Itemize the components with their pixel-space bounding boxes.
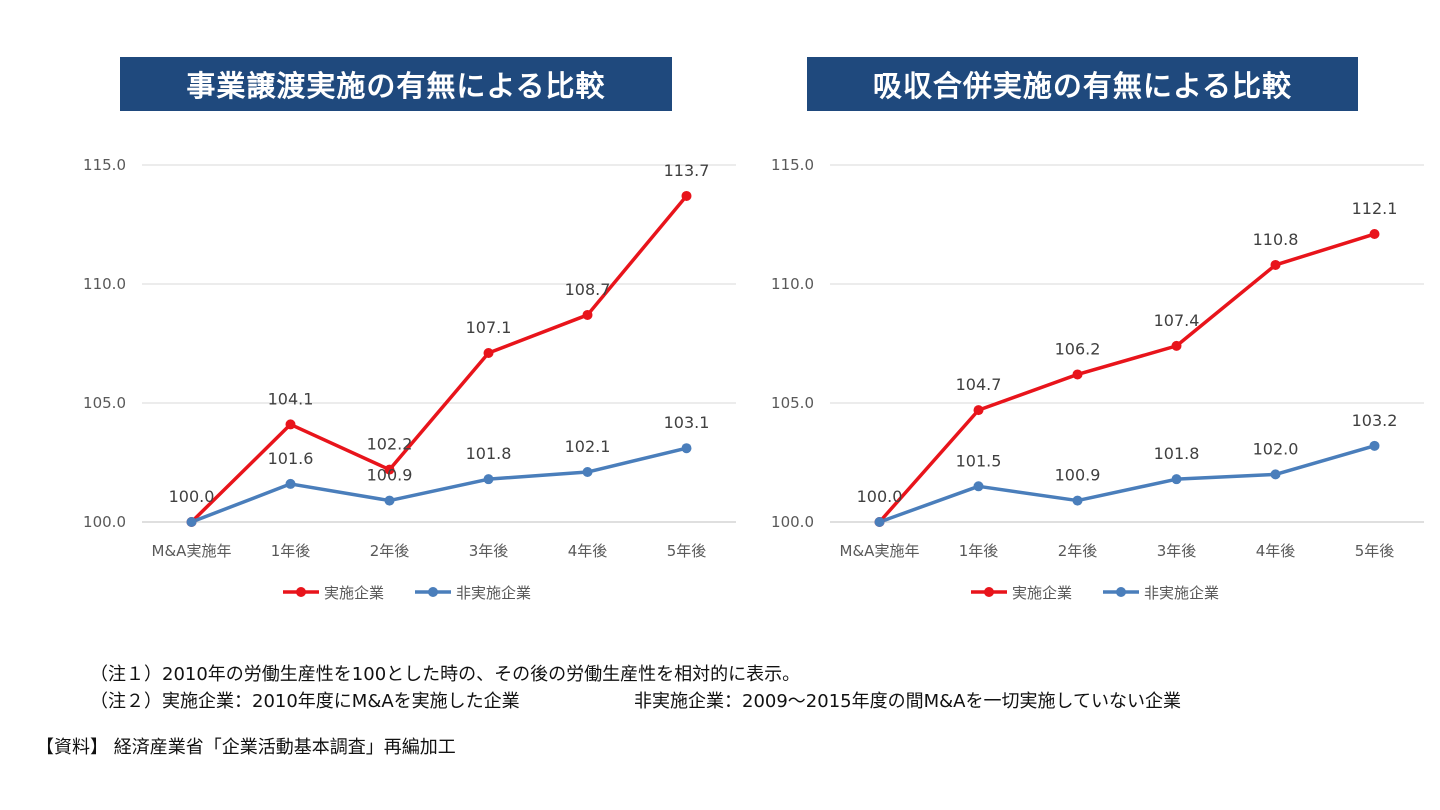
- data-label: 107.1: [466, 318, 512, 337]
- data-point: [1072, 495, 1083, 506]
- data-point: [874, 517, 885, 527]
- chart-title-right: 吸収合併実施の有無による比較: [807, 57, 1358, 111]
- x-tick-label: 1年後: [959, 542, 999, 560]
- data-label: 102.1: [565, 437, 611, 456]
- data-point: [973, 405, 984, 416]
- legend-marker: [984, 587, 994, 597]
- x-tick-label: M&A実施年: [840, 542, 920, 560]
- data-label: 101.5: [956, 451, 1002, 470]
- data-point: [1270, 259, 1281, 270]
- series-line-implemented: [190, 194, 688, 524]
- series-line-implemented: [878, 232, 1376, 524]
- data-label: 110.8: [1253, 230, 1299, 249]
- data-point: [681, 443, 692, 454]
- data-label: 112.1: [1352, 199, 1398, 218]
- legend-marker: [428, 587, 438, 597]
- data-label: 103.2: [1352, 411, 1398, 430]
- legend-marker: [296, 587, 306, 597]
- data-point: [384, 495, 395, 506]
- data-label: 113.7: [664, 161, 710, 180]
- data-point: [1369, 229, 1380, 240]
- data-point: [1270, 469, 1281, 480]
- data-label: 102.0: [1253, 439, 1299, 458]
- data-label: 104.1: [268, 389, 314, 408]
- data-label: 101.8: [466, 444, 512, 463]
- data-point: [582, 309, 593, 320]
- x-tick-label: 1年後: [271, 542, 311, 560]
- legend-label: 実施企業: [324, 584, 384, 602]
- note-2-not-implemented: 非実施企業：2009～2015年度の間M&Aを一切実施していない企業: [634, 691, 1181, 712]
- source-note: 【資料】 経済産業省「企業活動基本調査」再編加工: [36, 737, 456, 758]
- data-point: [582, 467, 593, 478]
- x-tick-label: 4年後: [1256, 542, 1296, 560]
- x-tick-label: 2年後: [1058, 542, 1098, 560]
- legend-label: 非実施企業: [1144, 584, 1219, 602]
- chart-right: 100.0 105.0 110.0 115.0 M&A実施年 1年後 2年後 3年後 4年後 5年…: [771, 156, 1424, 602]
- chart-left: 100.0 105.0 110.0 115.0 M&A実施年 1年後 2年後 3年後 4年後 5年…: [83, 156, 736, 602]
- data-point: [1171, 474, 1182, 485]
- data-label: 100.0: [857, 487, 903, 506]
- legend-label: 非実施企業: [456, 584, 531, 602]
- y-tick-label: 115.0: [771, 156, 814, 174]
- data-point: [186, 517, 197, 527]
- x-tick-label: 5年後: [667, 542, 707, 560]
- data-label: 107.4: [1154, 311, 1200, 330]
- legend-label: 実施企業: [1012, 584, 1072, 602]
- y-tick-label: 110.0: [83, 275, 126, 293]
- data-label: 100.9: [1055, 466, 1101, 485]
- data-label: 101.6: [268, 449, 314, 468]
- data-label: 100.0: [169, 487, 215, 506]
- data-label: 108.7: [565, 280, 611, 299]
- data-point: [384, 464, 395, 475]
- y-tick-label: 110.0: [771, 275, 814, 293]
- data-point: [681, 190, 692, 201]
- data-label: 102.2: [367, 435, 413, 454]
- data-point: [973, 481, 984, 492]
- x-tick-label: 2年後: [370, 542, 410, 560]
- data-point: [1072, 369, 1083, 380]
- x-tick-label: 3年後: [1157, 542, 1197, 560]
- series-line-not-implemented: [190, 446, 687, 524]
- data-point: [285, 478, 296, 489]
- y-tick-label: 115.0: [83, 156, 126, 174]
- y-tick-label: 100.0: [83, 513, 126, 531]
- data-label: 100.9: [367, 466, 413, 485]
- data-point: [285, 419, 296, 430]
- x-tick-label: 4年後: [568, 542, 608, 560]
- x-tick-label: 3年後: [469, 542, 509, 560]
- data-point: [1369, 440, 1380, 451]
- y-tick-label: 100.0: [771, 513, 814, 531]
- y-tick-label: 105.0: [83, 394, 126, 412]
- data-point: [1171, 340, 1182, 351]
- legend-marker: [1116, 587, 1126, 597]
- y-tick-label: 105.0: [771, 394, 814, 412]
- x-tick-label: 5年後: [1355, 542, 1395, 560]
- x-tick-label: M&A実施年: [152, 542, 232, 560]
- series-line-not-implemented: [878, 444, 1375, 524]
- note-1: （注１）2010年の労働生産性を100とした時の、その後の労働生産性を相対的に表…: [90, 664, 801, 685]
- data-point: [483, 348, 494, 359]
- data-label: 101.8: [1154, 444, 1200, 463]
- chart-title-left: 事業譲渡実施の有無による比較: [120, 57, 672, 111]
- data-point: [483, 474, 494, 485]
- data-label: 106.2: [1055, 339, 1101, 358]
- data-label: 103.1: [664, 413, 710, 432]
- data-label: 104.7: [956, 375, 1002, 394]
- note-2-implemented: （注２）実施企業：2010年度にM&Aを実施した企業: [90, 691, 520, 712]
